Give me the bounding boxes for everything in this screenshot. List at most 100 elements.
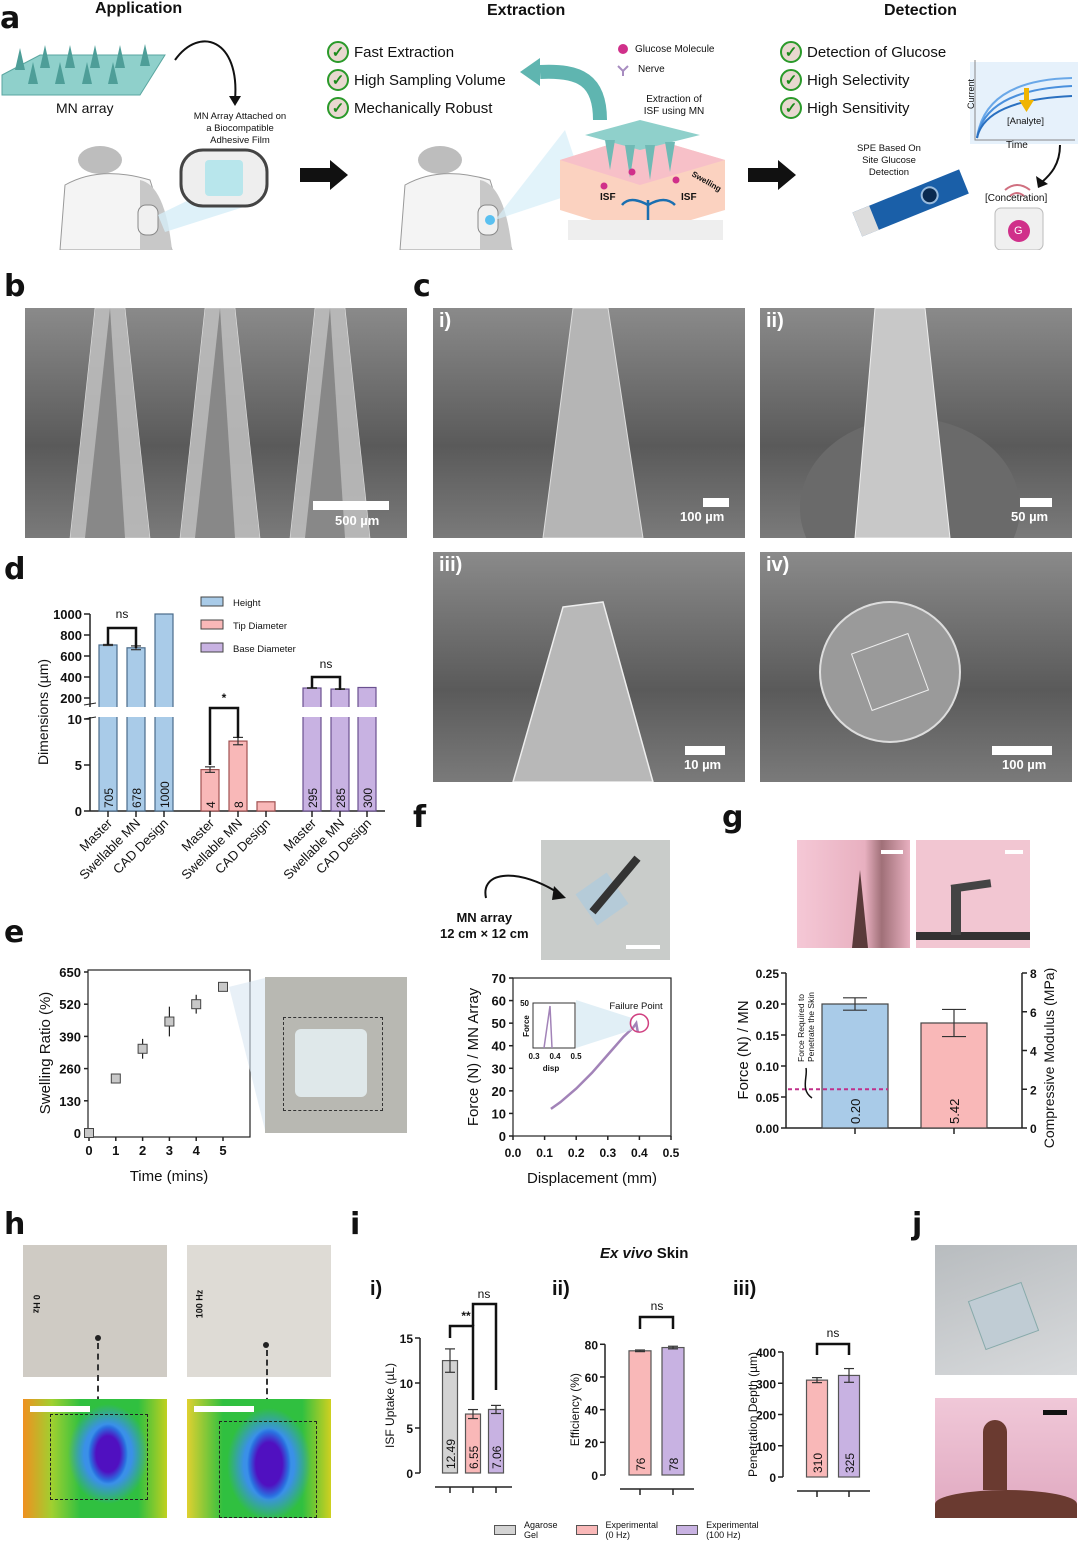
bar (256, 801, 276, 812)
panel-label-f: f (413, 800, 427, 835)
mn-patch-photo (935, 1245, 1077, 1375)
y-tick-label: 0 (75, 804, 82, 819)
significance-label: ns (651, 1299, 664, 1313)
y-axis-label: Penetration Depth (µm) (746, 1352, 760, 1477)
y-tick-label: 100 (756, 1440, 776, 1454)
data-point (164, 1016, 175, 1027)
bar-value-label: 705 (102, 788, 116, 808)
x-tick-label: 3 (166, 1143, 173, 1158)
glucose-molecule-icon (618, 44, 628, 54)
inset-x-label: disp (543, 1064, 560, 1073)
legend-swatch (200, 596, 224, 607)
person-illustration (59, 146, 173, 250)
y-tick-label: 70 (492, 971, 506, 986)
y-tick-label: 0 (769, 1471, 776, 1485)
y-tick-label: 20 (585, 1436, 599, 1450)
significance-bracket (471, 1302, 498, 1390)
significance-label: ns (320, 657, 333, 671)
panel-label-d: d (4, 552, 26, 587)
sub-label: iv) (766, 554, 790, 576)
y-tick-label: 10 (492, 1106, 506, 1121)
bar-value-label: 8 (232, 801, 246, 808)
bar (920, 1022, 988, 1129)
section-title-application: Application (95, 0, 183, 17)
x-tick-label: 5 (219, 1143, 226, 1158)
y-tick-label: 0.25 (756, 967, 780, 981)
inset-tick-label: 0.4 (549, 1052, 561, 1061)
phone-letter: G (1014, 225, 1023, 237)
data-point (110, 1073, 121, 1084)
chart-g: 0.00 0.05 0.10 0.15 0.20 0.25 0 2 4 6 8 Force (N) /… (735, 967, 1057, 1148)
threshold-label: Penetrate the Skin (806, 992, 816, 1062)
bar-value-label: 4 (204, 801, 218, 808)
arrow-right-icon (748, 160, 796, 190)
y-tick-label: 30 (492, 1061, 506, 1076)
y-tick-label: 40 (492, 1039, 506, 1054)
panel-label-a: a (0, 1, 21, 36)
x-tick-label: 0 (85, 1143, 92, 1158)
isf-label-right: ISF (681, 192, 697, 203)
threshold-label: Force Required to (796, 994, 806, 1062)
y-tick-label: 40 (585, 1404, 599, 1418)
mn-array-caption: MN array 12 cm × 12 cm (440, 910, 529, 942)
y2-tick-label: 2 (1030, 1083, 1037, 1097)
sem-image-c-iv: iv) 100 µm (760, 552, 1072, 782)
legend-label: Tip Diameter (233, 621, 287, 632)
bar-value-label: 12.49 (444, 1439, 458, 1469)
x-tick-label: 2 (139, 1143, 146, 1158)
panel-label-j: j (912, 1207, 923, 1242)
scale-bar (626, 945, 660, 949)
check-icon: ✓ (327, 69, 349, 91)
smartphone-icon (994, 184, 1044, 250)
bar-value-label: 300 (361, 788, 375, 808)
scale-bar (194, 1406, 254, 1412)
y-tick-label: 20 (492, 1084, 506, 1099)
y-tick-label: 10 (68, 712, 82, 727)
mn-array-label: MN array (56, 100, 114, 116)
sem-image-array: 500 µm (25, 308, 407, 538)
person-illustration (399, 146, 513, 250)
y2-tick-label: 0 (1030, 1122, 1037, 1136)
significance-bracket (106, 626, 138, 648)
y-tick-label: 520 (59, 997, 81, 1012)
chart-f: 0 10 20 30 40 50 60 70 0.0 0.1 0.2 0.3 0.4 0.5 Displac… (465, 971, 680, 1187)
significance-label: ** (461, 1309, 471, 1323)
section-title-detection: Detection (884, 2, 957, 19)
title-rest: Skin (656, 1245, 689, 1262)
bar (98, 644, 118, 812)
scale-bar (685, 746, 725, 755)
bar (228, 740, 248, 812)
scale-bar (30, 1406, 90, 1412)
y-axis-label: Force (N) / MN Array (465, 987, 482, 1126)
y-axis-label: Dimensions (µm) (35, 659, 51, 765)
mn-array-label: MN array (456, 910, 513, 925)
scale-bar (1043, 1410, 1067, 1415)
check-icon: ✓ (327, 97, 349, 119)
bar-value-label: 678 (130, 788, 144, 808)
bar (661, 1346, 685, 1476)
x-tick-label: 0.2 (568, 1146, 585, 1160)
y-axis-label: Efficiency (%) (568, 1373, 582, 1446)
extraction-note: Extraction of ISF using MN (643, 94, 705, 117)
significance-label: * (222, 691, 227, 705)
bar-value-label: 6.55 (467, 1445, 481, 1469)
check-icon: ✓ (327, 41, 349, 63)
zoom-callout (229, 978, 265, 1130)
y-tick-label: 80 (585, 1338, 599, 1352)
panel-label-c: c (413, 269, 431, 304)
x-tick-label: 0.3 (599, 1146, 616, 1160)
y-tick-label: 0 (406, 1467, 413, 1481)
scale-bar (992, 746, 1052, 755)
legend-experimental-0hz: Experimental (0 Hz) (575, 1520, 658, 1540)
scale-label: 500 µm (335, 513, 380, 528)
check-fast-extraction: ✓ Fast Extraction (327, 41, 454, 63)
significance-label: ns (116, 607, 129, 621)
y-tick-label: 200 (60, 691, 82, 706)
dashed-box (283, 1017, 383, 1111)
chart-i-ii: 0 20 40 60 80 Efficiency (%) 76 78 ns (568, 1299, 694, 1495)
teal-arrow-icon (539, 64, 607, 121)
y-tick-label: 5 (75, 758, 82, 773)
bar-value-label: 285 (334, 788, 348, 808)
y-tick-label: 400 (60, 670, 82, 685)
x-tick-label: 4 (193, 1143, 201, 1158)
